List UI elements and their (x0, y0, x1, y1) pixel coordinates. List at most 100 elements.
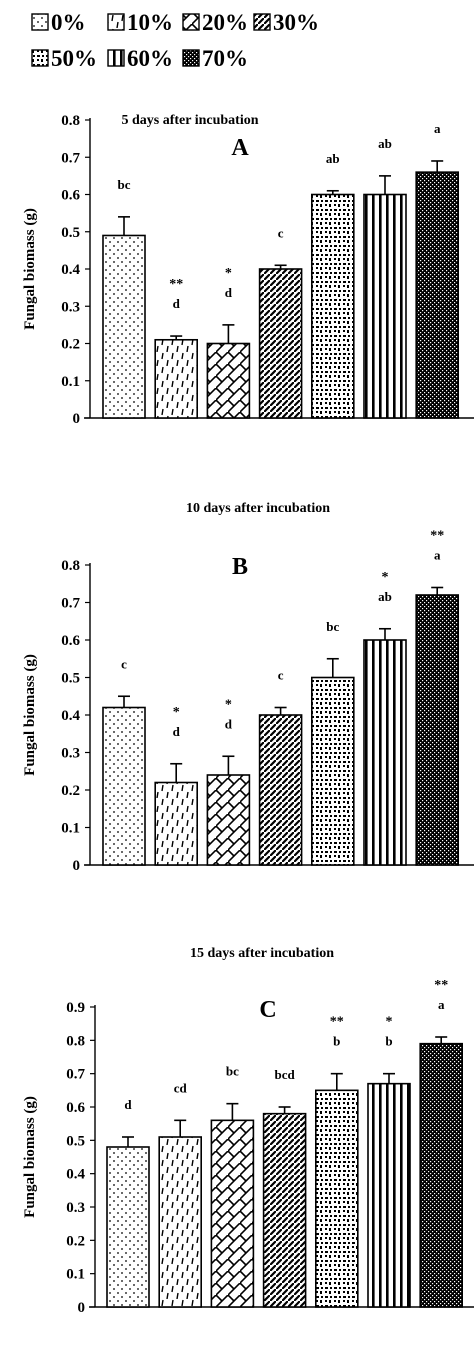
significance-letter: a (438, 997, 445, 1012)
significance-letter: b (385, 1034, 392, 1049)
y-tick-label: 0 (73, 411, 81, 427)
significance-letter: bcd (274, 1067, 295, 1082)
chart-title: 10 days after incubation (186, 501, 330, 516)
legend-item: 10% (107, 10, 173, 35)
significance-letter: d (173, 296, 181, 311)
legend-swatch (182, 49, 200, 67)
y-axis-label: Fungal biomass (g) (22, 1096, 38, 1218)
y-tick-label: 0 (78, 1300, 86, 1316)
significance-letter: bc (118, 177, 131, 192)
legend-svg: 0% 10% 20% 30% 50% 60% 70% (31, 10, 319, 71)
y-tick-label: 0.5 (61, 225, 80, 241)
legend-item: 50% (31, 46, 97, 71)
y-tick-label: 0.4 (61, 262, 80, 278)
legend-label: 30% (273, 10, 319, 35)
panel-label: B (232, 554, 248, 580)
chart-panel-b: 10 days after incubation B 0 0.1 0.2 0.3 0.4 0.… (0, 490, 474, 890)
bar (158, 1136, 202, 1308)
chart-a-svg: 5 days after incubation A 0 0.1 0.2 0.3 0.4 0.5… (22, 113, 474, 427)
significance-star: * (225, 697, 232, 712)
legend-swatch (253, 13, 271, 31)
y-tick-label: 0.4 (61, 708, 80, 724)
chart-panel-c: 15 days after incubation C 0 0.1 0.2 0.3 0.4 0.… (0, 935, 474, 1335)
significance-letter: d (124, 1097, 132, 1112)
bar (262, 1112, 307, 1308)
bar (106, 1146, 150, 1308)
bar (258, 714, 303, 866)
bar (314, 1089, 359, 1308)
y-axis-label: Fungal biomass (g) (22, 654, 38, 776)
chart-title: 5 days after incubation (121, 113, 258, 128)
panel-label: A (231, 135, 249, 161)
y-tick-label: 0.3 (61, 746, 80, 762)
chart-c-svg: 15 days after incubation C 0 0.1 0.2 0.3 0.4 0.… (22, 946, 474, 1316)
bar (210, 1119, 255, 1308)
y-tick-label: 0.2 (66, 1233, 85, 1249)
bar (154, 338, 198, 419)
y-tick-label: 0.2 (61, 337, 80, 353)
y-tick-label: 0 (73, 858, 81, 874)
legend-item: 30% (253, 10, 319, 35)
significance-letter: bc (226, 1064, 239, 1079)
significance-letter: ab (378, 136, 392, 151)
y-tick-label: 0.4 (66, 1167, 85, 1183)
y-tick-label: 0.9 (66, 1000, 85, 1016)
y-tick-label: 0.5 (66, 1133, 85, 1149)
y-tick-label: 0.5 (61, 671, 80, 687)
legend-item: 0% (31, 10, 86, 35)
significance-letter: c (278, 225, 284, 240)
y-tick-label: 0.8 (61, 113, 80, 129)
bar (258, 268, 303, 419)
significance-star: ** (430, 529, 444, 544)
y-tick-label: 0.8 (61, 558, 80, 574)
bar (363, 193, 407, 419)
y-axis-label: Fungal biomass (g) (22, 208, 38, 330)
bar (415, 171, 460, 419)
significance-letter: cd (174, 1080, 188, 1095)
significance-letter: c (278, 668, 284, 683)
bar (102, 706, 146, 866)
y-tick-label: 0.1 (61, 374, 80, 390)
chart-title: 15 days after incubation (190, 946, 334, 961)
bar (419, 1042, 464, 1308)
y-tick-label: 0.1 (61, 821, 80, 837)
significance-letter: d (225, 285, 233, 300)
y-tick-label: 0.3 (66, 1200, 85, 1216)
legend-label: 0% (51, 10, 86, 35)
bar (310, 676, 355, 866)
significance-letter: b (333, 1034, 340, 1049)
significance-letter: a (434, 121, 441, 136)
legend-swatch (107, 13, 125, 31)
significance-star: * (382, 570, 389, 585)
significance-letter: a (434, 548, 441, 563)
significance-star: ** (434, 978, 448, 993)
legend-label: 10% (127, 10, 173, 35)
y-tick-label: 0.1 (66, 1267, 85, 1283)
bar (206, 342, 251, 419)
y-tick-label: 0.3 (61, 299, 80, 315)
bar (363, 639, 407, 866)
bar (206, 774, 251, 866)
chart-panel-a: 5 days after incubation A 0 0.1 0.2 0.3 0.4 0.5… (0, 100, 474, 500)
y-tick-label: 0.7 (61, 596, 80, 612)
legend-label: 60% (127, 46, 173, 71)
bar (154, 781, 198, 866)
legend-item: 70% (182, 46, 248, 71)
y-tick-label: 0.6 (61, 633, 80, 649)
legend-label: 20% (202, 10, 248, 35)
legend-swatch (31, 13, 49, 31)
y-tick-label: 0.7 (66, 1067, 85, 1083)
significance-letter: d (225, 716, 233, 731)
legend-swatch (31, 49, 49, 67)
significance-letter: ab (326, 151, 340, 166)
chart-legend: 0% 10% 20% 30% 50% 60% 70% (0, 0, 474, 80)
bar (310, 193, 355, 419)
legend-label: 50% (51, 46, 97, 71)
chart-b-svg: 10 days after incubation B 0 0.1 0.2 0.3 0.4 0.… (22, 501, 474, 874)
significance-letter: bc (326, 619, 339, 634)
legend-item: 60% (107, 46, 173, 71)
legend-item: 20% (182, 10, 248, 35)
significance-letter: ab (378, 589, 392, 604)
y-tick-label: 0.6 (61, 188, 80, 204)
legend-swatch (107, 49, 125, 67)
